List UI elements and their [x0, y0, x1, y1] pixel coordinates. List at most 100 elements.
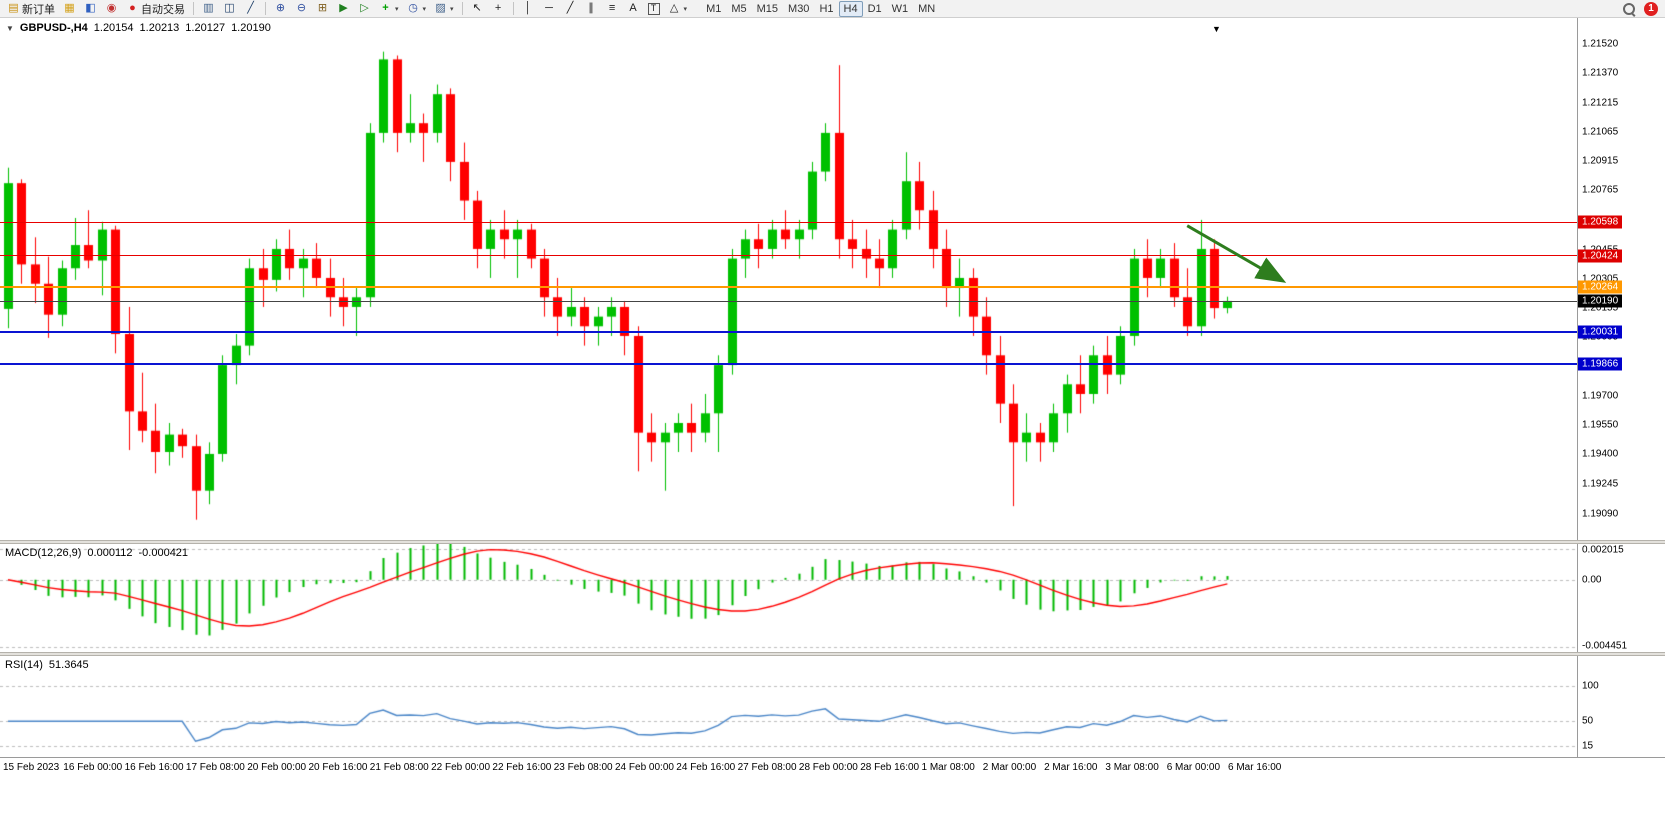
timeframe-m5-button[interactable]: M5 — [731, 2, 747, 15]
chart-symbol: GBPUSD-,H4 — [19, 22, 88, 34]
timeframe-h1-button[interactable]: H1 — [819, 2, 834, 15]
price-axis-label: 1.20305 — [1582, 273, 1619, 285]
time-axis-label: 16 Feb 00:00 — [63, 762, 123, 773]
vertical-line-button[interactable]: │ — [518, 1, 539, 17]
market-watch-icon: ◧ — [85, 2, 96, 14]
time-axis-label: 28 Feb 16:00 — [860, 762, 920, 773]
price-level-line[interactable] — [0, 362, 1577, 365]
price-level-badge: 1.20424 — [1578, 249, 1623, 263]
templates-button[interactable]: ▨ ▾ — [430, 1, 458, 17]
indicators-icon: + — [382, 2, 389, 14]
macd-signal-value: -0.000421 — [138, 547, 189, 559]
price-level-badge: 1.19866 — [1578, 357, 1623, 371]
cursor-button[interactable]: ↖ — [467, 1, 488, 17]
chart-shift-button[interactable]: ▷ — [354, 1, 375, 17]
channel-button[interactable]: ∥ — [581, 1, 602, 17]
notification-badge[interactable]: 1 — [1644, 1, 1658, 16]
time-axis-label: 2 Mar 16:00 — [1044, 762, 1098, 773]
zoom-in-icon: ⊕ — [275, 2, 286, 14]
price-level-line[interactable] — [0, 285, 1577, 288]
time-axis-label: 22 Feb 00:00 — [431, 762, 491, 773]
macd-scale[interactable]: 0.002015 0.00 -0.004451 — [1577, 544, 1665, 652]
rsi-axis-label: 50 — [1582, 715, 1594, 727]
zoom-out-button[interactable]: ⊖ — [291, 1, 312, 17]
timeframe-h4-button[interactable]: H4 — [838, 0, 863, 17]
horizontal-line-button[interactable]: ─ — [539, 1, 560, 17]
dropdown-caret-icon: ▾ — [450, 5, 454, 13]
market-watch-button[interactable]: ◧ — [80, 1, 101, 17]
panel-splitter[interactable] — [0, 652, 1665, 656]
bar-chart-icon: ▥ — [203, 2, 214, 14]
macd-label: MACD(12,26,9) — [5, 547, 82, 559]
timeframe-m15-button[interactable]: M15 — [756, 2, 779, 15]
timeframe-w1-button[interactable]: W1 — [891, 2, 909, 15]
search-icon[interactable] — [1622, 2, 1636, 16]
fibonacci-icon: ≡ — [608, 2, 616, 14]
label-button[interactable]: T — [644, 1, 664, 17]
price-axis-label: 1.19245 — [1582, 478, 1619, 490]
label-icon: T — [647, 2, 660, 15]
collapse-icon[interactable] — [6, 22, 14, 34]
channel-icon: ∥ — [588, 2, 594, 14]
price-level-line[interactable] — [0, 255, 1577, 257]
zoom-in-button[interactable]: ⊕ — [270, 1, 291, 17]
price-chart-panel: GBPUSD-,H4 1.20154 1.20213 1.20127 1.201… — [0, 18, 1665, 540]
crosshair-button[interactable]: + — [488, 1, 509, 17]
time-axis-label: 20 Feb 00:00 — [247, 762, 307, 773]
timeframe-m30-button[interactable]: M30 — [788, 2, 810, 15]
candlestick-chart[interactable] — [0, 18, 1577, 540]
price-scale[interactable]: 1.20598 1.20424 1.20264 1.20031 1.19866 1.201… — [1577, 18, 1665, 540]
time-axis-label: 6 Mar 00:00 — [1166, 762, 1221, 773]
chart-shift-marker-icon[interactable] — [1212, 19, 1221, 37]
rsi-scale[interactable]: 100 50 15 — [1577, 656, 1665, 757]
candlestick-chart-icon: ◫ — [224, 2, 235, 14]
timeframe-mn-button[interactable]: MN — [918, 2, 936, 15]
text-icon: A — [629, 2, 637, 14]
timeframe-buttons: M1 M5 M15 M30 H1 H4 D1 W1 MN — [701, 0, 940, 17]
macd-chart[interactable] — [0, 544, 1577, 652]
price-level-badge: 1.20598 — [1578, 215, 1623, 229]
auto-scroll-button[interactable]: ▶ — [333, 1, 354, 17]
timeframe-d1-button[interactable]: D1 — [867, 2, 882, 15]
timeframe-m1-button[interactable]: M1 — [706, 2, 722, 15]
line-chart-button[interactable]: ╱ — [240, 1, 261, 17]
crosshair-icon: + — [494, 2, 502, 14]
indicators-button[interactable]: + ▾ — [375, 1, 403, 17]
rsi-value: 51.3645 — [48, 659, 89, 671]
autotrading-button[interactable]: ● 自动交易 — [122, 1, 189, 17]
panel-splitter[interactable] — [0, 540, 1665, 544]
toolbar: ▤ 新订单 ▦ ◧ ◉ ● 自动交易 ▥ ◫ ╱ ⊕ ⊖ ⊞ ▶ ▷ + ▾ ◷ ▾ ▨ ▾ ↖ + │ ─ ╱ ∥ ≡ A T △ ▾ M1… — [0, 0, 1665, 18]
price-level-line[interactable] — [0, 330, 1577, 333]
toolbar-separator — [461, 2, 463, 15]
price-level-line[interactable] — [0, 221, 1577, 223]
chart-open-value: 1.20154 — [93, 22, 134, 34]
rsi-chart[interactable] — [0, 656, 1577, 757]
current-price-line — [0, 301, 1577, 303]
autotrading-button-label: 自动交易 — [141, 3, 185, 16]
new-order-button[interactable]: ▤ 新订单 — [3, 1, 59, 17]
chart-shift-icon: ▷ — [360, 2, 369, 14]
shapes-button[interactable]: △ ▾ — [664, 1, 692, 17]
toolbar-separator — [512, 2, 514, 15]
text-button[interactable]: A — [623, 1, 644, 17]
rsi-axis-label: 100 — [1582, 680, 1599, 692]
charts-window-button[interactable]: ▦ — [59, 1, 80, 17]
fibonacci-button[interactable]: ≡ — [602, 1, 623, 17]
rsi-label: RSI(14) — [5, 659, 43, 671]
time-axis[interactable]: 15 Feb 2023 16 Feb 00:00 16 Feb 16:00 17 Fe… — [0, 757, 1665, 779]
trendline-button[interactable]: ╱ — [560, 1, 581, 17]
dropdown-caret-icon: ▾ — [422, 5, 427, 13]
macd-axis-label: -0.004451 — [1582, 640, 1628, 652]
data-window-button[interactable]: ◉ — [101, 1, 122, 17]
time-axis-label: 21 Feb 08:00 — [369, 762, 429, 773]
tile-windows-button[interactable]: ⊞ — [312, 1, 333, 17]
current-price-badge: 1.20190 — [1578, 294, 1623, 308]
horizontal-line-icon: ─ — [545, 2, 553, 14]
bar-chart-button[interactable]: ▥ — [198, 1, 219, 17]
dropdown-caret-icon: ▾ — [683, 5, 688, 13]
time-axis-label: 6 Mar 16:00 — [1228, 762, 1282, 773]
time-axis-label: 27 Feb 08:00 — [737, 762, 797, 773]
candlestick-chart-button[interactable]: ◫ — [219, 1, 240, 17]
periods-button[interactable]: ◷ ▾ — [403, 1, 431, 17]
chart-header: GBPUSD-,H4 1.20154 1.20213 1.20127 1.201… — [6, 22, 271, 34]
